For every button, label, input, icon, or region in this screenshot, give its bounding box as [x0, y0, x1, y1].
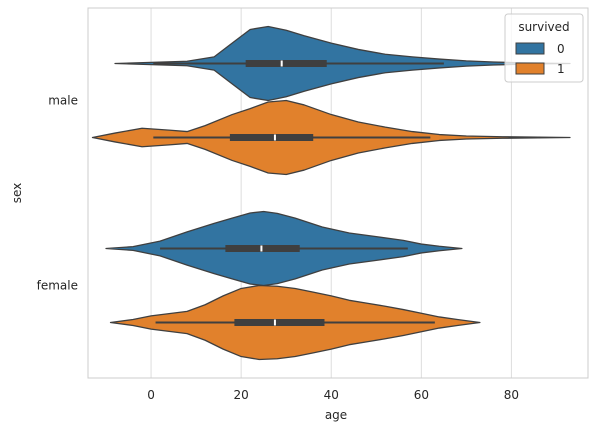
y-axis-label: sex [10, 183, 24, 204]
violins [91, 25, 571, 361]
violin-median-marker [273, 134, 276, 141]
x-tick-label: 40 [324, 388, 339, 402]
legend-label: 1 [557, 62, 565, 76]
legend-swatch [515, 62, 545, 75]
violin-iqr-box [225, 245, 300, 252]
x-tick-label: 80 [504, 388, 519, 402]
violin-iqr-box [229, 134, 314, 141]
x-tick-label: 60 [414, 388, 429, 402]
violin-median-marker [273, 319, 276, 326]
legend-label: 0 [557, 42, 565, 56]
x-axis-label: age [325, 408, 347, 422]
y-tick-label: male [48, 94, 78, 108]
violin-iqr-box [234, 319, 325, 326]
y-tick-labels: male female [37, 94, 78, 293]
violin-median-marker [280, 60, 283, 67]
x-tick-label: 0 [147, 388, 155, 402]
violin-median-marker [260, 245, 263, 252]
legend: survived 0 1 [504, 13, 584, 83]
legend-title: survived [518, 20, 569, 34]
x-tick-label: 20 [234, 388, 249, 402]
x-tick-labels: 0 20 40 60 80 [147, 388, 519, 402]
legend-swatch [515, 42, 545, 55]
plot-frame [87, 7, 589, 379]
y-tick-label: female [37, 279, 78, 293]
violin-iqr-box [245, 60, 327, 67]
